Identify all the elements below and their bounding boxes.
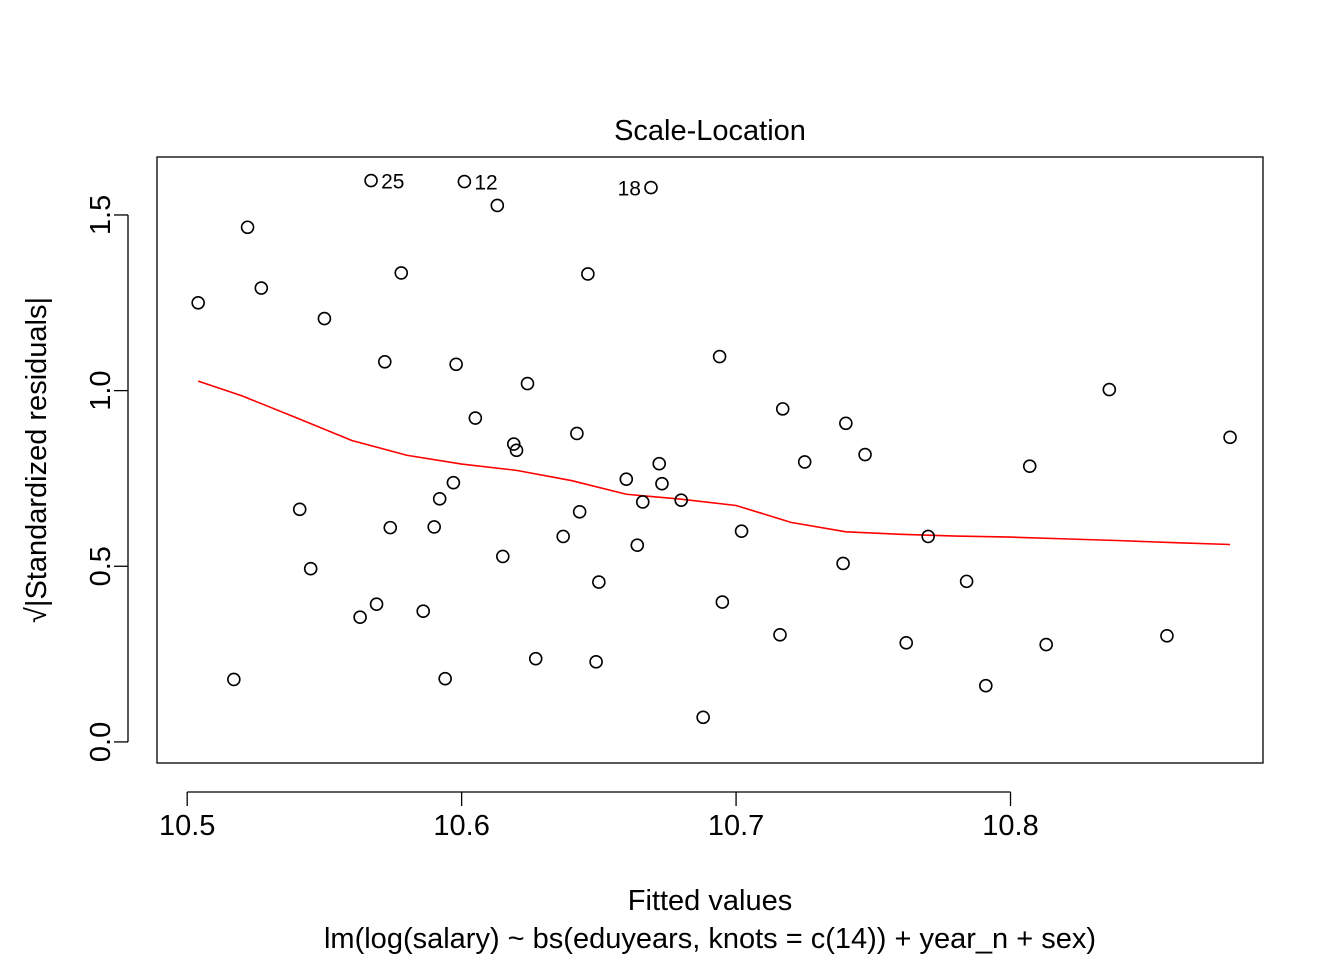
x-axis: 10.5 10.6 10.7 10.8	[159, 791, 1039, 842]
x-axis-title: Fitted values	[628, 885, 792, 917]
point-label: 18	[618, 178, 641, 201]
data-point	[775, 402, 790, 416]
data-point	[457, 174, 472, 189]
data-point	[644, 180, 658, 195]
data-point	[377, 355, 392, 369]
data-point	[446, 475, 461, 490]
data-point	[509, 443, 524, 458]
y-tick-label: 1.0	[85, 370, 117, 410]
y-tick-label: 0.5	[85, 546, 117, 586]
data-point	[317, 311, 332, 326]
data-point	[773, 627, 787, 642]
data-point	[432, 492, 447, 506]
data-point	[353, 610, 367, 625]
data-point	[438, 671, 452, 686]
y-axis-title: √|Standardized residuals|	[21, 297, 53, 623]
point-labels: 25 12 18	[381, 171, 641, 201]
data-point	[1039, 637, 1053, 652]
data-point	[797, 455, 812, 469]
data-point	[572, 505, 587, 519]
data-point	[254, 281, 269, 295]
data-point	[468, 411, 483, 425]
data-point	[490, 198, 505, 213]
model-formula-subtitle: lm(log(salary) ~ bs(eduyears, knots = c(…	[324, 923, 1096, 955]
data-point	[394, 266, 409, 280]
data-point	[556, 529, 570, 544]
data-point	[364, 173, 378, 188]
data-point	[416, 604, 431, 619]
data-point	[674, 493, 688, 508]
point-label: 25	[381, 171, 404, 194]
data-point	[449, 357, 463, 372]
data-point	[191, 295, 205, 310]
data-point	[528, 651, 543, 666]
data-point	[839, 416, 853, 431]
y-tick-label: 0.0	[85, 722, 117, 762]
data-point	[570, 426, 584, 441]
point-label: 12	[474, 172, 497, 195]
data-point	[858, 447, 872, 462]
data-point	[655, 476, 669, 491]
data-point	[589, 655, 603, 669]
data-point	[1160, 629, 1174, 643]
data-point	[630, 538, 645, 552]
data-point	[592, 575, 606, 589]
data-point	[899, 636, 914, 650]
data-point	[979, 678, 993, 693]
y-tick-label: 1.5	[85, 195, 117, 235]
data-point	[520, 376, 535, 391]
x-tick-label: 10.7	[708, 810, 764, 842]
y-axis: 0.0 0.5 1.0 1.5	[85, 195, 129, 762]
data-point	[836, 556, 850, 571]
data-point	[383, 520, 398, 535]
data-point	[292, 502, 307, 517]
lowess-smooth-line	[197, 380, 1231, 546]
x-tick-label: 10.6	[433, 810, 489, 842]
data-point	[369, 597, 384, 612]
data-point	[921, 529, 935, 544]
plot-frame	[156, 156, 1264, 764]
data-point	[506, 437, 521, 451]
data-point	[652, 456, 667, 471]
data-point	[635, 495, 650, 509]
data-point	[734, 524, 749, 538]
data-point	[240, 220, 255, 235]
data-points	[191, 173, 1237, 725]
x-tick-label: 10.5	[159, 810, 215, 842]
data-point	[495, 549, 510, 564]
data-point	[227, 672, 241, 687]
data-point	[303, 561, 318, 576]
data-point	[1022, 459, 1037, 473]
data-point	[712, 349, 727, 364]
data-point	[581, 267, 595, 281]
smooth-line	[197, 380, 1231, 546]
chart-title: Scale-Location	[614, 115, 806, 147]
data-point	[619, 472, 634, 486]
x-tick-label: 10.8	[982, 810, 1038, 842]
data-point	[1102, 382, 1117, 397]
data-point	[1223, 430, 1237, 445]
data-point	[959, 574, 974, 589]
data-point	[715, 595, 730, 609]
data-point	[427, 520, 441, 534]
data-point	[696, 710, 710, 725]
